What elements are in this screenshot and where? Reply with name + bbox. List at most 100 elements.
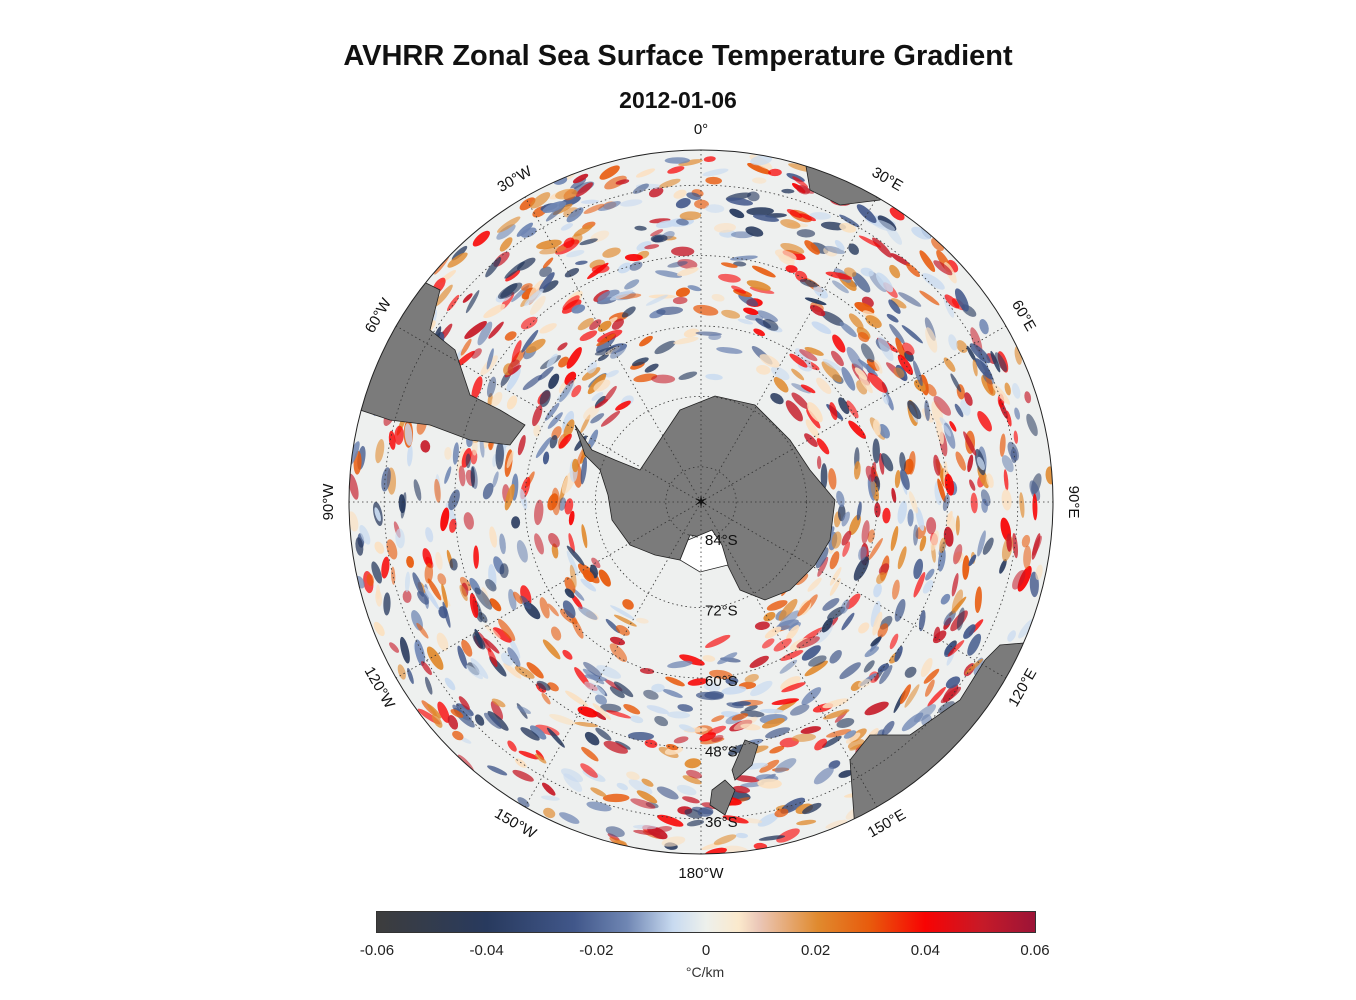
gradient-streak — [441, 583, 448, 608]
gradient-streak — [587, 361, 598, 374]
gradient-streak — [626, 771, 640, 781]
gradient-streak — [792, 176, 809, 188]
gradient-streak — [756, 310, 778, 322]
gradient-streak — [533, 424, 541, 437]
gradient-streak — [726, 702, 744, 709]
gradient-streak — [969, 343, 991, 364]
gradient-streak — [791, 383, 811, 394]
gradient-streak — [1035, 564, 1043, 581]
gradient-streak — [844, 267, 857, 277]
gradient-streak — [848, 243, 859, 255]
gradient-streak — [513, 591, 523, 604]
gradient-streak — [591, 392, 604, 401]
gradient-streak — [402, 590, 412, 603]
gradient-streak — [584, 731, 600, 746]
gradient-streak — [872, 237, 892, 258]
gradient-streak — [740, 723, 761, 731]
gradient-streak — [771, 698, 800, 706]
gradient-streak — [757, 778, 782, 789]
lat-circle — [665, 466, 737, 538]
gradient-streak — [780, 676, 801, 690]
gradient-streak — [848, 313, 864, 330]
gradient-streak — [471, 376, 483, 400]
gradient-streak — [543, 807, 556, 819]
gradient-streak — [704, 691, 725, 700]
gradient-streak — [732, 785, 751, 794]
gradient-streak — [679, 211, 702, 221]
gradient-streak — [726, 197, 754, 206]
gradient-streak — [774, 758, 797, 774]
gradient-streak — [972, 359, 978, 377]
gradient-streak — [750, 154, 773, 166]
gradient-streak — [427, 578, 442, 601]
gradient-streak — [730, 255, 758, 261]
gradient-streak — [551, 487, 561, 516]
gradient-streak — [731, 285, 747, 294]
gradient-streak — [539, 597, 550, 619]
gradient-streak — [633, 829, 656, 836]
gradient-streak — [562, 649, 573, 660]
map-frame — [348, 149, 1054, 855]
gradient-streak — [575, 182, 593, 197]
gradient-streak — [659, 178, 681, 188]
gradient-streak — [897, 500, 907, 524]
gradient-streak — [841, 511, 850, 527]
gradient-streak — [447, 715, 459, 730]
gradient-streak — [776, 828, 800, 843]
gradient-streak — [882, 507, 891, 524]
gradient-streak — [977, 456, 985, 471]
gradient-streak — [485, 257, 502, 278]
gradient-streak — [856, 204, 877, 224]
gradient-streak — [469, 593, 479, 619]
gradient-streak — [566, 550, 579, 576]
gradient-streak — [838, 397, 850, 415]
lon-label: 150°E — [865, 806, 909, 841]
gradient-streak — [857, 331, 870, 343]
gradient-streak — [678, 724, 696, 733]
gradient-streak — [796, 636, 820, 649]
gradient-streak — [843, 730, 857, 739]
gradient-streak — [487, 765, 508, 776]
ross-ice-shelf — [679, 529, 729, 573]
gradient-streak — [462, 293, 473, 303]
gradient-streak — [711, 734, 724, 743]
gradient-streak — [539, 246, 567, 255]
gradient-streak — [450, 709, 464, 718]
gradient-streak — [705, 176, 722, 185]
gradient-streak — [933, 454, 941, 476]
gradient-streak — [974, 358, 993, 380]
gradient-streak — [708, 333, 722, 341]
gradient-streak — [495, 441, 504, 470]
gradient-streak — [943, 357, 956, 372]
gradient-streak — [590, 787, 607, 797]
gradient-streak — [615, 624, 630, 636]
gradient-streak — [483, 712, 502, 729]
colorbar-tick: -0.04 — [469, 942, 504, 959]
gradient-streak — [589, 319, 602, 331]
gradient-streak — [434, 284, 453, 307]
gradient-streak — [458, 696, 470, 710]
gradient-streak — [999, 559, 1007, 574]
gradient-streak — [511, 340, 522, 363]
gradient-streak — [609, 289, 634, 301]
gradient-streak — [686, 192, 702, 200]
gradient-streak — [828, 468, 837, 490]
gradient-streak — [769, 745, 785, 754]
gradient-streak — [878, 424, 890, 439]
gradient-streak — [615, 179, 630, 185]
gradient-streak — [877, 623, 889, 638]
gradient-streak — [846, 400, 859, 419]
gradient-streak — [560, 223, 574, 231]
gradient-streak — [558, 433, 572, 449]
gradient-streak — [444, 466, 452, 484]
gradient-streak — [966, 345, 977, 363]
gradient-streak — [434, 478, 441, 503]
gradient-streak — [431, 713, 443, 728]
gradient-streak — [487, 648, 498, 668]
gradient-streak — [915, 506, 925, 532]
gradient-streak — [504, 331, 517, 341]
gradient-streak — [621, 306, 636, 318]
meridian — [700, 196, 878, 503]
gradient-streak — [824, 245, 846, 255]
